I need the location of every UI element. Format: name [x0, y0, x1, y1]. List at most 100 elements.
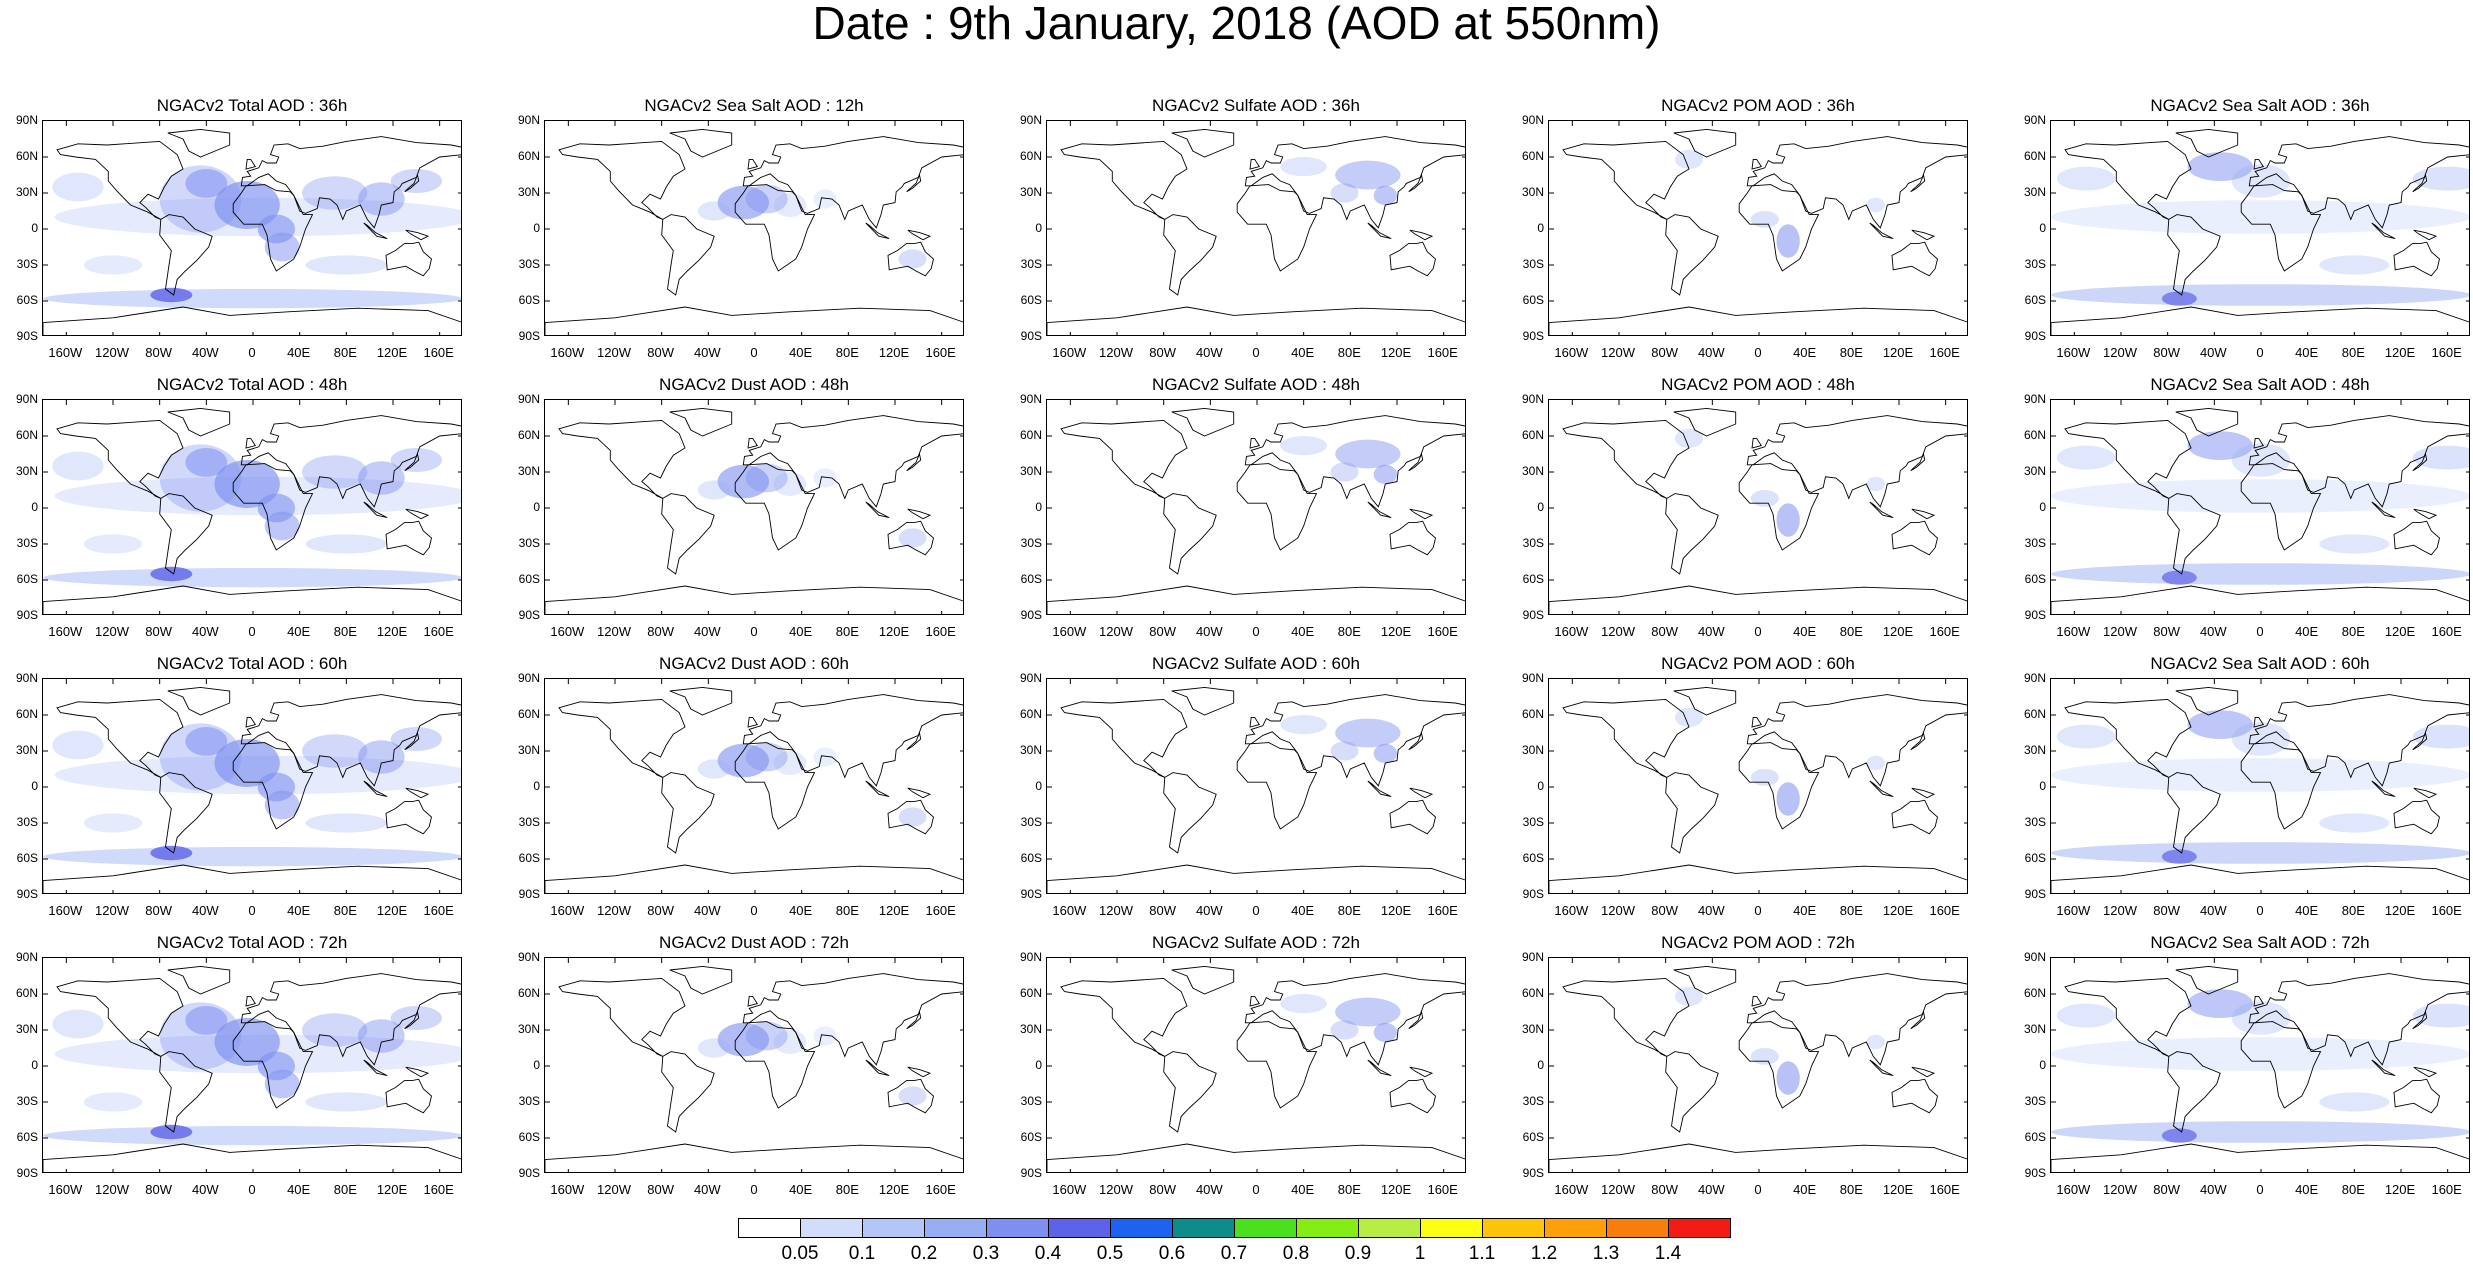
lon-label: 40W — [2199, 624, 2227, 639]
lon-label: 40W — [191, 624, 219, 639]
lat-label: 30S — [1522, 536, 1544, 550]
lat-label: 90S — [1522, 887, 1544, 901]
colorbar-swatch — [800, 1218, 863, 1238]
coastline — [2167, 493, 2221, 575]
coastline — [2371, 1059, 2396, 1077]
colorbar-label: 0.7 — [1220, 1243, 1248, 1264]
panel-title: NGACv2 POM AOD : 72h — [1661, 933, 1855, 952]
aod-field — [2056, 445, 2116, 470]
lon-label: 80W — [2153, 903, 2181, 918]
panel-title: NGACv2 Dust AOD : 72h — [659, 933, 849, 952]
coastline — [1408, 1010, 1424, 1030]
coastline — [1060, 698, 1188, 778]
lon-label: 40E — [789, 1182, 813, 1197]
coastline — [2064, 140, 2192, 220]
aod-field — [214, 181, 280, 229]
coastline — [1910, 1010, 1926, 1030]
lat-label: 60S — [518, 293, 540, 307]
aod-field — [2412, 1003, 2469, 1028]
aod-field — [185, 448, 228, 477]
lat-label: 90N — [2023, 671, 2046, 685]
lon-label: 80W — [145, 624, 173, 639]
lon-label: 160W — [2056, 624, 2091, 639]
coastline — [1409, 229, 1434, 241]
panel-title: NGACv2 Total AOD : 48h — [156, 375, 348, 394]
lat-label: 90N — [1019, 392, 1042, 406]
aod-field — [1280, 436, 1327, 456]
map-panel: NGACv2 Sulfate AOD : 48h 90N 60N 30N 0 30S 60S… — [1020, 375, 1466, 639]
lon-label: 40W — [1195, 903, 1223, 918]
lon-label: 160W — [550, 1182, 585, 1197]
lon-label: 120E — [1882, 1182, 1914, 1197]
map-canvas — [43, 121, 461, 335]
lon-label: 0 — [1754, 903, 1762, 918]
coastline — [907, 787, 932, 799]
aod-field — [1866, 755, 1885, 771]
panel-title: NGACv2 Sulfate AOD : 36h — [1152, 96, 1360, 115]
coastline — [1236, 184, 1318, 272]
coastline — [906, 452, 922, 472]
coastline — [404, 1010, 420, 1030]
lat-label: 60S — [518, 572, 540, 586]
aod-field — [2161, 1128, 2197, 1143]
coastline — [2064, 419, 2192, 499]
lat-label: 60N — [15, 149, 38, 163]
panel-title: NGACv2 Sulfate AOD : 60h — [1152, 654, 1360, 673]
lat-label: 0 — [533, 500, 540, 514]
lon-label: 120E — [1882, 903, 1914, 918]
lat-label: 60N — [15, 707, 38, 721]
aod-field — [1373, 1022, 1397, 1042]
lat-label: 60S — [1020, 1130, 1042, 1144]
aod-field — [1750, 490, 1779, 507]
colorbar-label: 0.5 — [1096, 1243, 1124, 1264]
coastline — [240, 694, 461, 787]
lon-label: 160E — [1427, 345, 1458, 360]
lat-label: 90N — [517, 671, 540, 685]
lon-label: 80W — [2153, 624, 2181, 639]
lon-label: 160W — [550, 903, 585, 918]
lat-label: 30N — [1019, 1022, 1042, 1036]
map-canvas — [2051, 400, 2469, 614]
coastline — [2175, 686, 2239, 716]
coastline — [747, 437, 759, 449]
aod-field — [83, 813, 143, 833]
coastline — [1738, 742, 1820, 830]
lat-label: 30S — [1020, 536, 1042, 550]
lon-label: 160W — [1554, 345, 1589, 360]
aod-field — [305, 1092, 388, 1112]
coastline — [2393, 520, 2441, 556]
lon-label: 80E — [333, 903, 357, 918]
lon-label: 40E — [789, 345, 813, 360]
coastline — [887, 799, 935, 835]
coastline — [1244, 694, 1465, 787]
lon-label: 80E — [1839, 903, 1863, 918]
lon-label: 160W — [550, 345, 585, 360]
coastline — [1549, 1143, 1967, 1172]
aod-field — [2231, 722, 2291, 756]
coastline — [1236, 463, 1318, 551]
aod-field — [305, 534, 388, 554]
aod-field — [1280, 715, 1327, 735]
coastline — [2051, 1143, 2469, 1172]
coastline — [1891, 241, 1939, 277]
lon-label: 40W — [2199, 1182, 2227, 1197]
lon-label: 120E — [376, 903, 408, 918]
lat-label: 90S — [16, 887, 38, 901]
lon-label: 160E — [423, 903, 454, 918]
lat-label: 0 — [533, 779, 540, 793]
coastline — [1549, 864, 1967, 893]
lon-label: 160E — [2431, 624, 2462, 639]
lon-label: 40E — [1291, 903, 1315, 918]
aod-field — [185, 169, 228, 198]
lat-label: 30S — [1020, 815, 1042, 829]
world-map — [42, 957, 462, 1173]
coastline — [2253, 716, 2265, 728]
coastline — [1738, 184, 1820, 272]
lon-label: 0 — [2256, 345, 2264, 360]
lon-label: 0 — [750, 903, 758, 918]
coastline — [742, 415, 963, 508]
aod-field — [717, 185, 769, 220]
aod-field — [2056, 1003, 2116, 1028]
map-panel: NGACv2 Sea Salt AOD : 36h 90N 60N 30N 0 30S 60… — [2024, 96, 2470, 360]
world-map — [544, 957, 964, 1173]
